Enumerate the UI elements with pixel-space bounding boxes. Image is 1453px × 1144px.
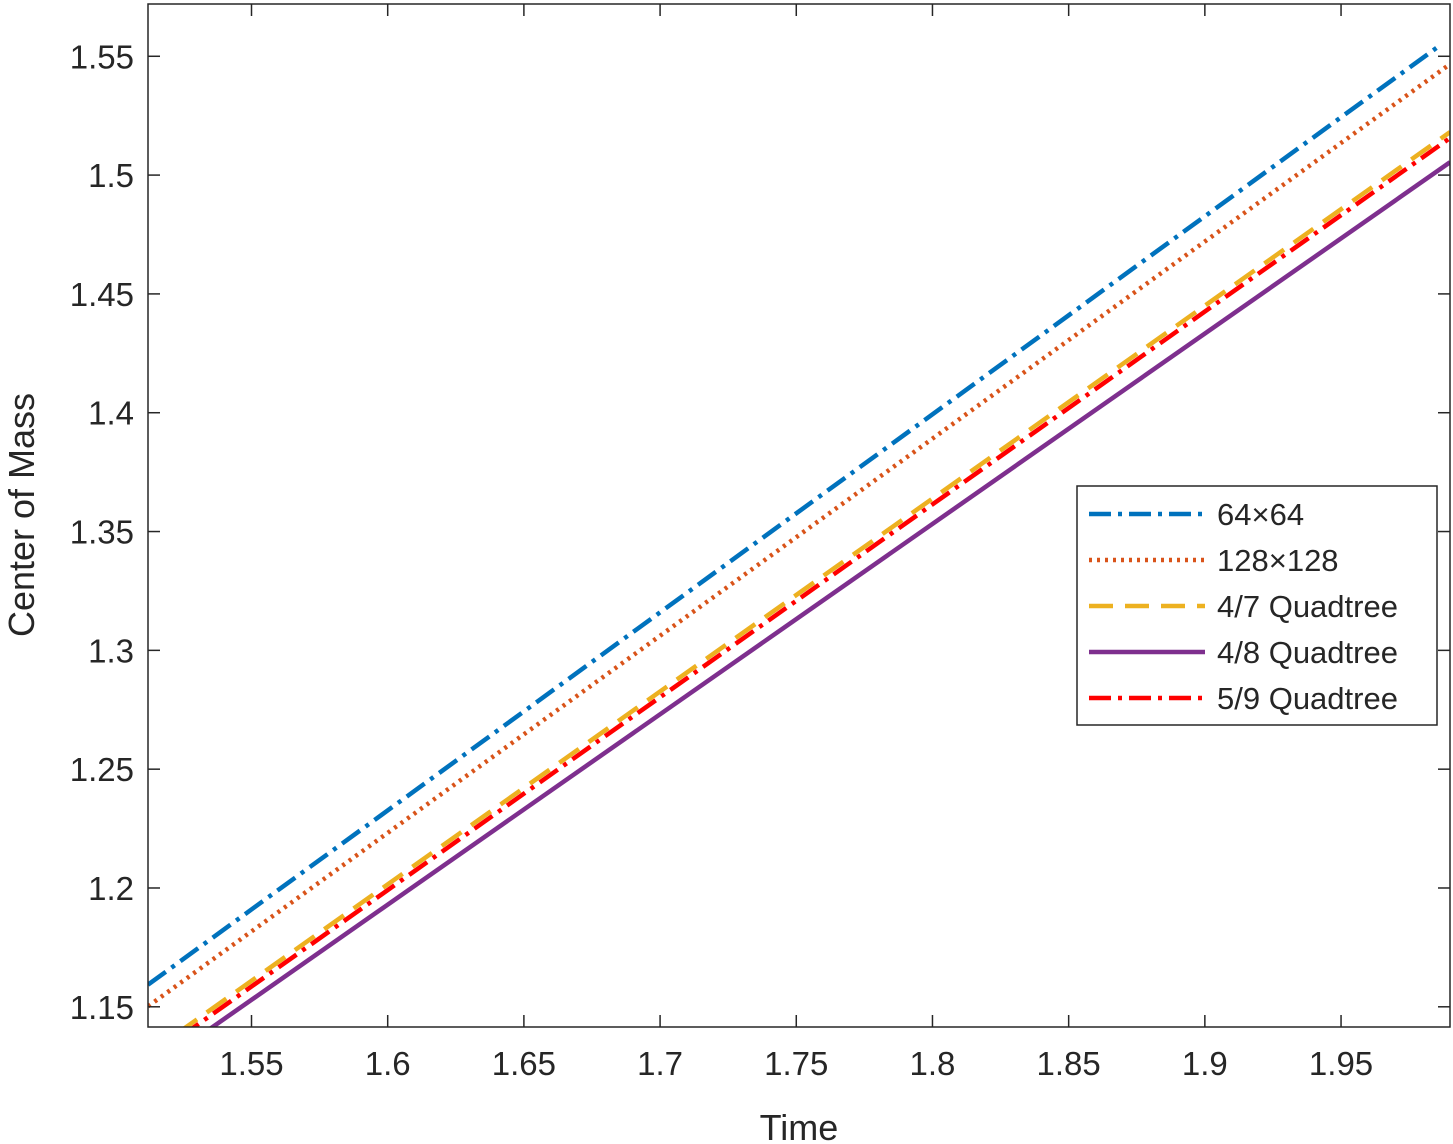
legend-item[interactable]: 4/7 Quadtree [1089, 589, 1398, 624]
y-tick-label: 1.45 [70, 276, 134, 313]
legend-label: 4/7 Quadtree [1217, 589, 1398, 624]
legend-items: 64×64 128×128 4/7 Quadtree 4/8 Quadtree 5/9 … [1089, 497, 1398, 716]
legend-item[interactable]: 5/9 Quadtree [1089, 681, 1398, 716]
plot-box [147, 3, 1451, 1028]
x-tick-label: 1.8 [910, 1045, 956, 1082]
x-tick-label: 1.55 [219, 1045, 283, 1082]
y-tick-label: 1.4 [88, 395, 134, 432]
series-line-3 [208, 160, 1450, 1027]
x-tick-label: 1.6 [365, 1045, 411, 1082]
tick-labels-layer: 1.55 1.6 1.65 1.7 1.75 1.8 1.85 1.9 1.95 1.15 1.2 1… [70, 38, 1373, 1082]
y-tick-label: 1.15 [70, 989, 134, 1026]
y-tick-label: 1.25 [70, 751, 134, 788]
y-tick-label: 1.2 [88, 870, 134, 907]
x-tick-label: 1.75 [764, 1045, 828, 1082]
x-axis-label: Time [760, 1107, 839, 1144]
legend-label: 4/8 Quadtree [1217, 635, 1398, 670]
series-line-0 [148, 46, 1438, 987]
series-layer [148, 46, 1450, 1027]
legend[interactable]: 64×64 128×128 4/7 Quadtree 4/8 Quadtree 5/9 … [1076, 485, 1438, 726]
legend-label: 5/9 Quadtree [1217, 681, 1398, 716]
series-line-2 [182, 130, 1450, 1027]
x-tick-label: 1.65 [492, 1045, 556, 1082]
legend-item[interactable]: 64×64 [1089, 497, 1304, 532]
ticks-layer [148, 4, 1450, 1027]
series-line-4 [190, 136, 1450, 1027]
y-tick-label: 1.5 [88, 157, 134, 194]
legend-item[interactable]: 128×128 [1089, 543, 1339, 578]
x-tick-label: 1.95 [1309, 1045, 1373, 1082]
x-tick-label: 1.85 [1037, 1045, 1101, 1082]
y-tick-label: 1.55 [70, 38, 134, 75]
legend-label: 128×128 [1217, 543, 1339, 578]
legend-item[interactable]: 4/8 Quadtree [1089, 635, 1398, 670]
legend-label: 64×64 [1217, 497, 1304, 532]
y-tick-label: 1.3 [88, 632, 134, 669]
y-axis-label: Center of Mass [1, 393, 42, 637]
y-tick-label: 1.35 [70, 514, 134, 551]
x-tick-label: 1.7 [637, 1045, 683, 1082]
x-tick-label: 1.9 [1182, 1045, 1228, 1082]
